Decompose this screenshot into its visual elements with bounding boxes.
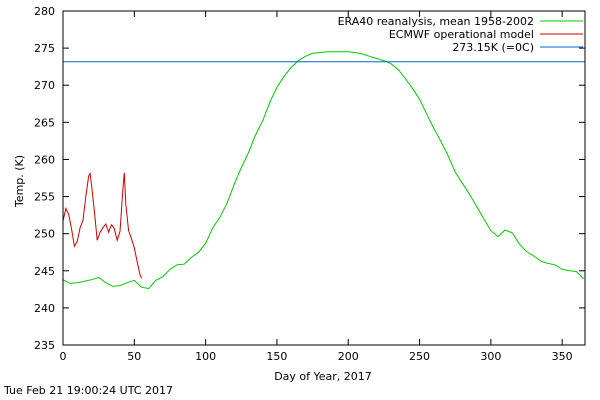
- legend: ERA40 reanalysis, mean 1958-2002 ECMWF o…: [338, 15, 583, 54]
- tick-labels: 235 240 245 250 255 260 265 270 275 280 0 50 100 150 2…: [34, 5, 573, 363]
- x-tick-label: 100: [195, 350, 216, 363]
- y-tick-label: 255: [34, 191, 55, 204]
- y-tick-label: 250: [34, 228, 55, 241]
- y-tick-label: 245: [34, 265, 55, 278]
- y-tick-label: 275: [34, 42, 55, 55]
- plot-frame: [62, 10, 586, 346]
- x-tick-label: 350: [552, 350, 573, 363]
- y-axis-label: Temp. (K): [13, 155, 26, 208]
- y-tick-label: 265: [34, 116, 55, 129]
- x-tick-label: 0: [60, 350, 67, 363]
- x-axis-label: Day of Year, 2017: [274, 370, 372, 383]
- x-tick-label: 50: [127, 350, 141, 363]
- x-tick-label: 250: [409, 350, 430, 363]
- y-tick-label: 270: [34, 79, 55, 92]
- y-tick-label: 235: [34, 339, 55, 352]
- footer-timestamp: Tue Feb 21 19:00:24 UTC 2017: [4, 384, 173, 397]
- x-tick-label: 300: [480, 350, 501, 363]
- x-tick-label: 150: [266, 350, 287, 363]
- series-lines: [62, 51, 585, 290]
- legend-label-era40: ERA40 reanalysis, mean 1958-2002: [338, 15, 534, 28]
- y-tick-label: 280: [34, 5, 55, 18]
- legend-label-ecmwf: ECMWF operational model: [389, 28, 534, 41]
- y-tick-label: 240: [34, 302, 55, 315]
- legend-label-freezing: 273.15K (=0C): [452, 41, 534, 54]
- era40-line: [62, 51, 584, 290]
- x-tick-label: 200: [338, 350, 359, 363]
- y-tick-label: 260: [34, 153, 55, 166]
- ecmwf-line: [62, 172, 142, 279]
- tick-marks: [62, 10, 585, 346]
